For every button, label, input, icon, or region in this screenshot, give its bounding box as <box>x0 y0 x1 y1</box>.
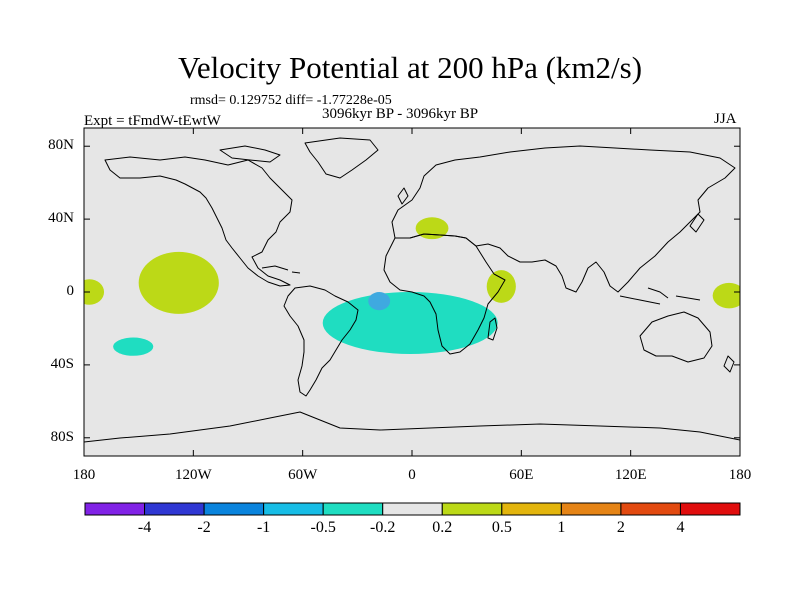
colorbar-label: 0.2 <box>432 519 453 536</box>
page-title: Velocity Potential at 200 hPa (km2/s) <box>177 50 643 85</box>
stats-line: rmsd= 0.129752 diff= -1.77228e-05 <box>190 93 392 108</box>
colorbar-swatch <box>382 502 443 516</box>
colorbar-swatch <box>620 502 681 516</box>
colorbar-swatch <box>144 502 205 516</box>
colorbar-label: -1 <box>256 519 271 536</box>
colorbar-label: -0.2 <box>370 519 396 536</box>
coast-british-isles <box>397 187 409 205</box>
colorbar-label: -2 <box>197 519 211 536</box>
coast-japan <box>689 213 705 233</box>
coast-caribbean <box>261 265 301 274</box>
lat-label: 40N <box>48 210 74 227</box>
colorbar-swatch <box>501 502 562 516</box>
lat-label: 0 <box>66 283 75 299</box>
anomaly-south-atlantic-negative <box>322 292 498 354</box>
coast-indonesia <box>619 287 701 305</box>
colorbar-label: 1 <box>557 519 566 536</box>
colorbar-swatch <box>679 502 741 516</box>
colorbar-label: 2 <box>616 519 625 536</box>
coast-australia <box>639 311 713 363</box>
coastline-layer <box>84 137 740 443</box>
colorbar-label: 0.5 <box>491 519 512 536</box>
coast-south-america <box>283 285 359 397</box>
colorbar-swatch <box>263 502 324 516</box>
lat-label: 40S <box>50 355 74 372</box>
anomaly-south-atlantic-core <box>368 292 391 311</box>
lon-label: 0 <box>408 467 416 483</box>
coast-new-zealand <box>723 355 735 373</box>
coast-madagascar <box>487 317 498 341</box>
lat-label: 80N <box>48 137 74 154</box>
colorbar-swatch <box>322 502 384 516</box>
lon-label: 60W <box>288 467 318 483</box>
anomaly-central-pacific-positive <box>138 251 219 314</box>
lon-label: 180 <box>728 467 752 483</box>
colorbar <box>84 502 741 516</box>
coast-north-america <box>104 156 293 287</box>
experiment-label: Expt = tFmdW-tEwtW <box>84 113 221 129</box>
colorbar-label: 4 <box>676 519 685 536</box>
colorbar-label: -0.5 <box>310 519 336 536</box>
colorbar-swatch <box>560 502 622 516</box>
anomaly-south-pacific-negative <box>113 337 154 356</box>
lon-label: 180 <box>72 467 96 483</box>
lon-label: 60E <box>509 467 534 483</box>
lon-label: 120W <box>174 467 212 483</box>
period-label: 3096kyr BP - 3096kyr BP <box>322 106 479 122</box>
anomaly-west-pacific-positive <box>712 282 740 309</box>
anomaly-date-line-positive <box>84 279 105 305</box>
colorbar-swatch <box>441 502 503 516</box>
coast-africa <box>383 233 506 355</box>
coast-europe-asia <box>391 145 736 293</box>
coast-antarctica <box>84 411 740 443</box>
season-label: JJA <box>714 111 737 127</box>
axis-ticks <box>83 128 741 456</box>
colorbar-swatch <box>84 502 146 516</box>
lon-label: 120E <box>614 467 647 483</box>
coast-greenland <box>304 137 379 179</box>
coast-arctic-islands <box>219 145 281 163</box>
anomaly-north-africa-positive <box>415 217 449 240</box>
lat-label: 80S <box>50 428 74 445</box>
colorbar-label: -4 <box>137 519 152 536</box>
colorbar-swatch <box>203 502 265 516</box>
